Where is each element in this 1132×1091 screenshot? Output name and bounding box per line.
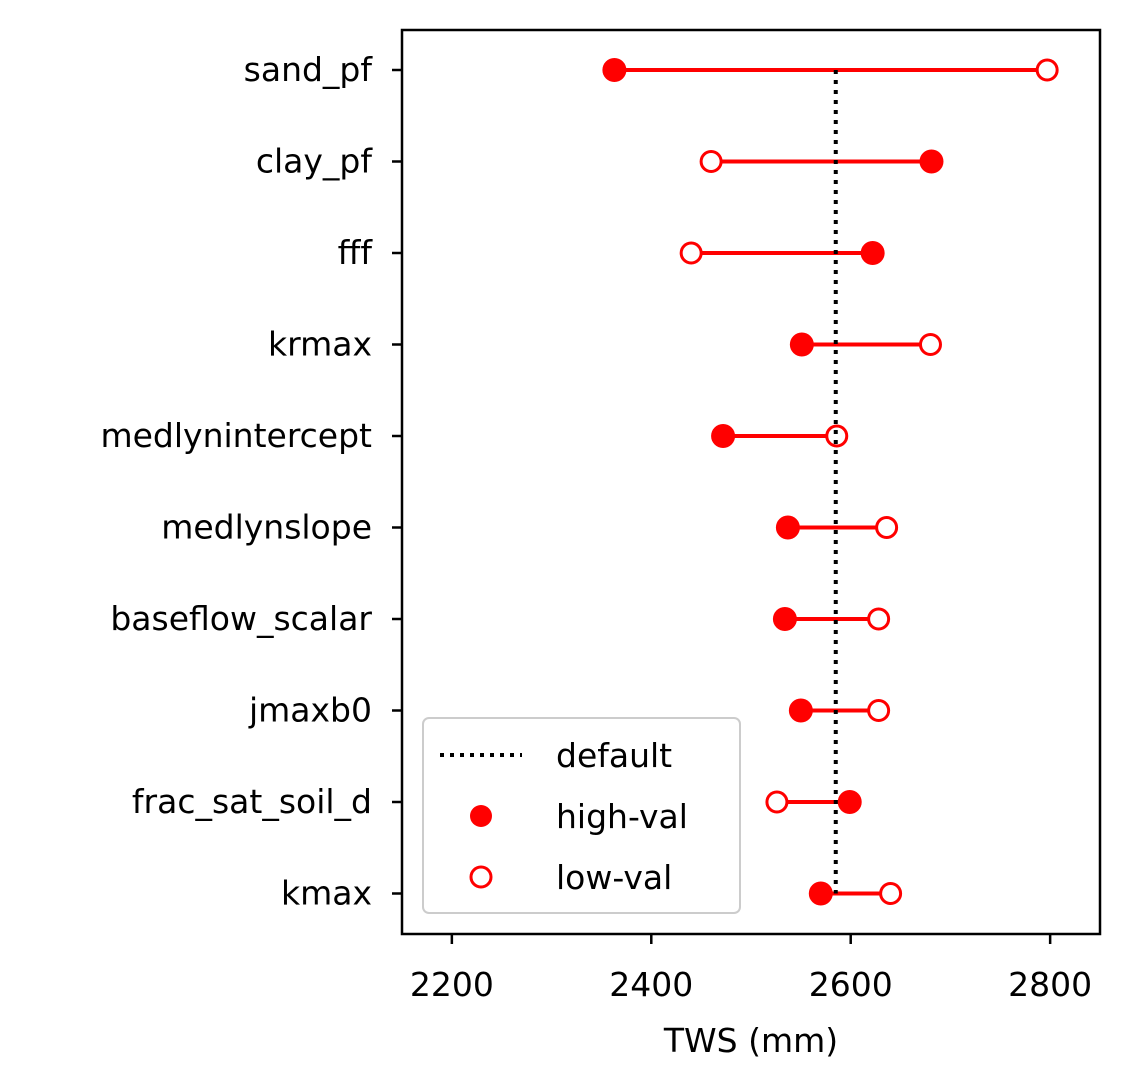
legend-box: [422, 717, 741, 914]
high-val-point-sand_pf: [602, 58, 627, 82]
y-tick-label-kmax: kmax: [281, 874, 372, 913]
low-val-point-sand_pf: [1035, 58, 1059, 82]
legend: default high-val low-val: [422, 717, 741, 914]
y-tick-label-clay_pf: clay_pf: [256, 142, 374, 181]
high-val-point-frac_sat_soil_d: [837, 790, 862, 814]
high-val-point-kmax: [808, 881, 833, 906]
y-tick-label-jmaxb0: jmaxb0: [248, 691, 372, 730]
y-tick-label-sand_pf: sand_pf: [244, 50, 374, 89]
x-axis-title: TWS (mm): [663, 1021, 838, 1060]
high-val-point-medlynslope: [775, 515, 800, 540]
low-val-point-fff: [679, 241, 703, 265]
legend-low-swatch: [469, 865, 493, 889]
y-tick-label-baseflow_scalar: baseflow_scalar: [110, 599, 372, 638]
legend-label-default: default: [556, 736, 672, 775]
low-val-point-medlynslope: [875, 516, 899, 539]
x-tick-label-2200: 2200: [410, 965, 494, 1004]
y-tick-label-medlynintercept: medlynintercept: [100, 416, 372, 455]
low-val-point-baseflow_scalar: [867, 607, 891, 631]
x-tick-label-2800: 2800: [1008, 965, 1092, 1004]
y-tick-label-krmax: krmax: [268, 325, 372, 364]
low-val-point-medlynintercept: [825, 424, 849, 448]
x-tick-label-2600: 2600: [809, 965, 893, 1004]
y-tick-label-frac_sat_soil_d: frac_sat_soil_d: [132, 782, 372, 821]
y-tick-label-medlynslope: medlynslope: [161, 508, 372, 547]
high-val-point-baseflow_scalar: [772, 607, 797, 631]
legend-high-swatch: [470, 805, 492, 827]
plot-frame: [400, 28, 1102, 936]
legend-label-high: high-val: [556, 797, 688, 836]
legend-label-low: low-val: [556, 858, 672, 897]
low-val-point-krmax: [918, 333, 942, 356]
high-val-point-clay_pf: [919, 149, 944, 174]
low-val-point-kmax: [879, 882, 903, 905]
low-val-point-frac_sat_soil_d: [765, 790, 789, 814]
x-tick-label-2400: 2400: [609, 965, 693, 1004]
low-val-point-jmaxb0: [867, 699, 891, 722]
low-val-point-clay_pf: [699, 150, 723, 173]
high-val-point-fff: [860, 241, 885, 265]
high-val-point-jmaxb0: [788, 698, 813, 723]
x-axis: 2200 2400 2600 2800: [410, 934, 1092, 1004]
high-val-point-krmax: [789, 332, 814, 357]
y-tick-label-fff: fff: [338, 233, 374, 272]
high-val-point-medlynintercept: [711, 424, 736, 448]
